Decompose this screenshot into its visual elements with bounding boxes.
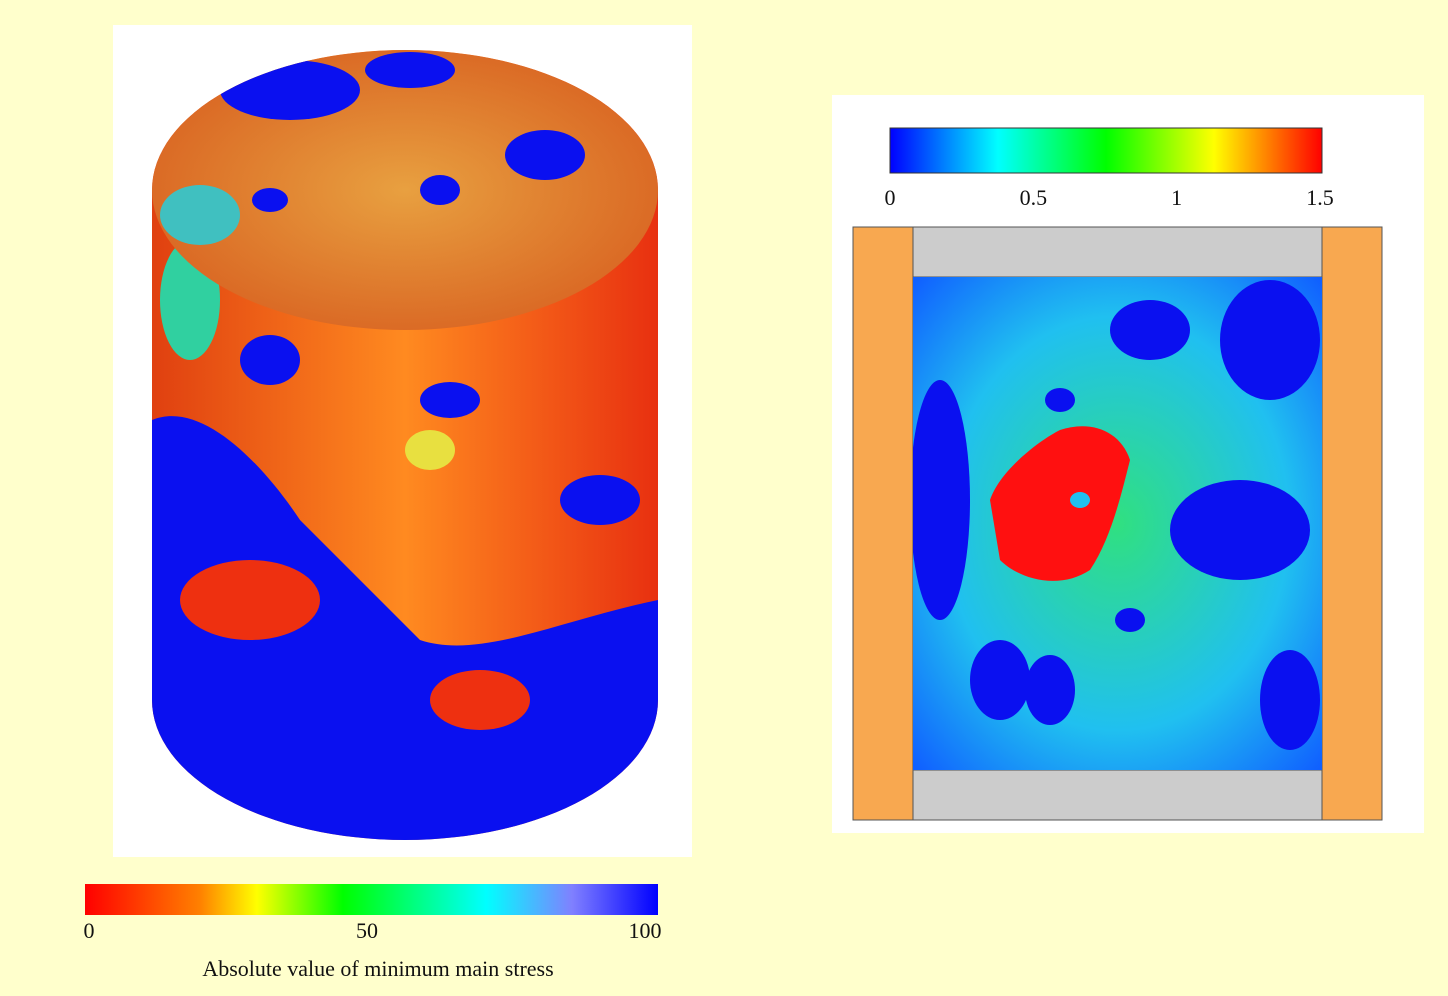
colorbar-tick-label: 100 bbox=[629, 918, 662, 943]
colorbar-tick-label: 1 bbox=[1171, 185, 1182, 210]
colorbar-tick-label: 1.5 bbox=[1306, 185, 1334, 210]
colorbar-ticks: 0 50 100 bbox=[84, 918, 662, 943]
cylinder bbox=[152, 50, 658, 850]
colorbar-tick-label: 0 bbox=[885, 185, 896, 210]
page: 0 50 100 Absolute value of minimum main st… bbox=[0, 0, 1448, 991]
figure: 0 50 100 Absolute value of minimum main st… bbox=[0, 0, 1448, 991]
colorbar-tick-label: 50 bbox=[356, 918, 378, 943]
colorbar bbox=[890, 128, 1322, 173]
specimen bbox=[853, 227, 1382, 820]
colorbar-label: Absolute value of minimum main stress bbox=[202, 956, 553, 981]
colorbar-tick-label: 0 bbox=[84, 918, 95, 943]
colorbar bbox=[85, 884, 658, 915]
colorbar-tick-label: 0.5 bbox=[1020, 185, 1048, 210]
